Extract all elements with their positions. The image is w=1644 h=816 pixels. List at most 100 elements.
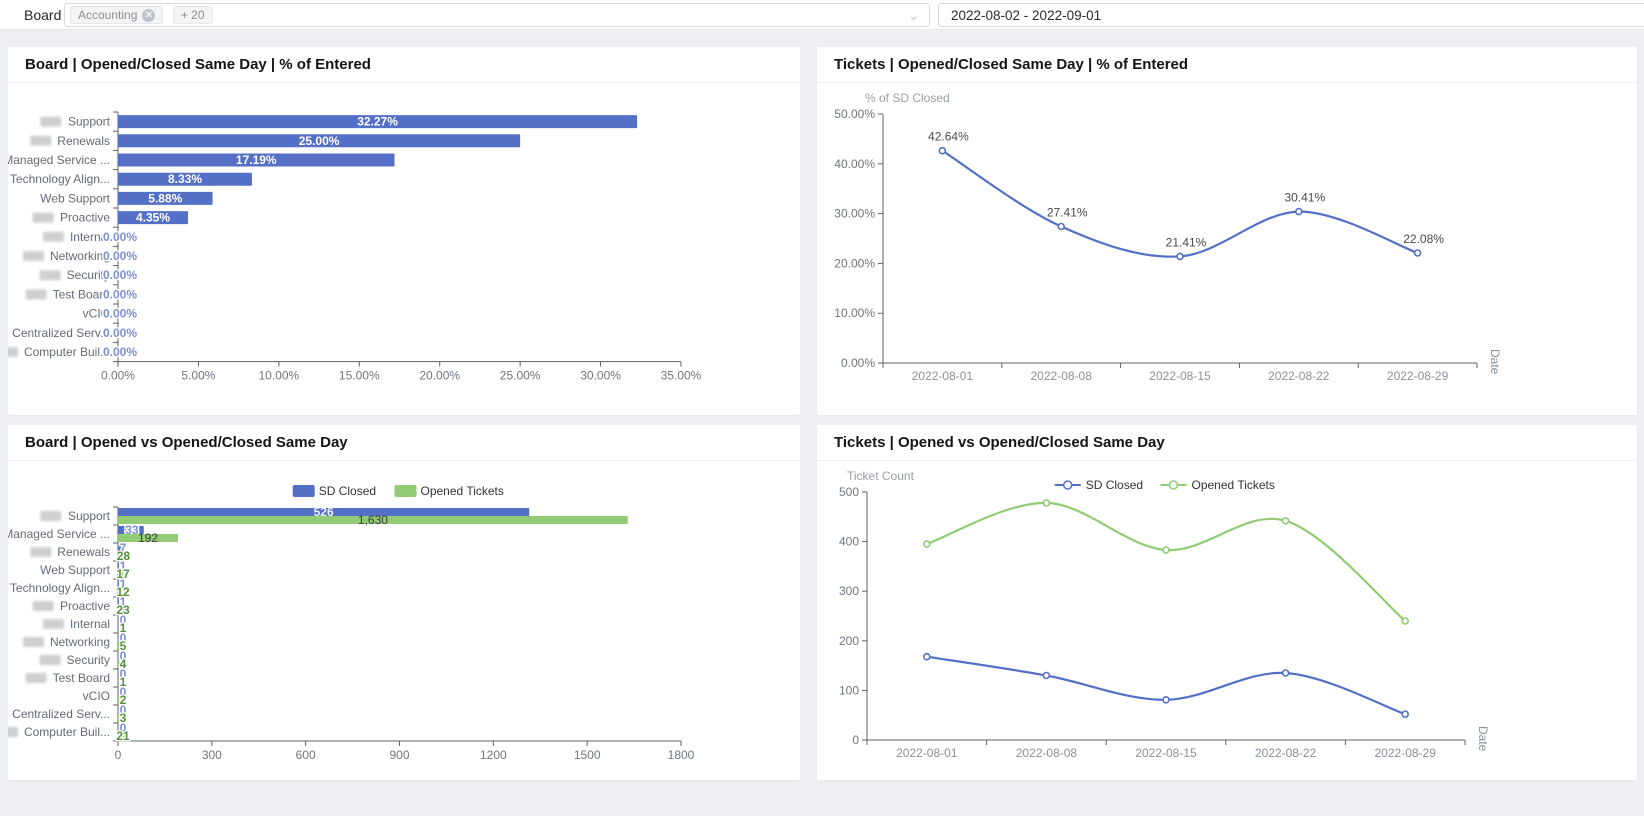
bar-value-label: 0 bbox=[120, 613, 127, 627]
legend-label: SD Closed bbox=[319, 484, 376, 498]
filter-tag-accounting[interactable]: Accounting ✕ bbox=[70, 6, 164, 24]
legend-item-sd-closed[interactable]: SD Closed bbox=[1054, 478, 1143, 492]
x-tick-label: 2022-08-22 bbox=[1268, 369, 1330, 383]
y-tick-label: 40.00% bbox=[834, 157, 875, 171]
y-tick-label: 20.00% bbox=[834, 256, 875, 270]
chart-title-board-pct: Board | Opened/Closed Same Day | % of En… bbox=[8, 47, 800, 83]
chevron-down-icon: ⌄ bbox=[908, 8, 919, 23]
category-label: Networking bbox=[50, 635, 110, 649]
data-point bbox=[1162, 696, 1170, 704]
x-tick-label: 30.00% bbox=[580, 369, 621, 383]
panel-tickets-pct: Tickets | Opened/Closed Same Day | % of … bbox=[817, 47, 1637, 415]
category-label: Computer Buil... bbox=[24, 345, 110, 359]
redacted-label-block bbox=[30, 135, 52, 146]
category-label: Managed Service ... bbox=[8, 153, 110, 167]
data-point bbox=[1176, 252, 1184, 261]
category-label: vCIO bbox=[83, 307, 110, 321]
data-point bbox=[1413, 249, 1422, 257]
redacted-label-block bbox=[40, 511, 62, 521]
bar-value-label: 1 bbox=[120, 595, 127, 609]
bar bbox=[118, 115, 638, 129]
point-label: 21.41% bbox=[1166, 235, 1207, 249]
filter-tag-more-label: + 20 bbox=[180, 8, 205, 22]
category-label: Networking bbox=[50, 249, 110, 263]
bar-sd-closed bbox=[118, 598, 119, 606]
x-tick-label: 2022-08-01 bbox=[896, 746, 958, 760]
y-tick-label: 200 bbox=[839, 634, 859, 648]
date-range-input[interactable] bbox=[938, 3, 1644, 27]
redacted-label-block bbox=[42, 231, 64, 242]
x-tick-label: 2022-08-15 bbox=[1135, 746, 1197, 760]
bar-opened-tickets bbox=[118, 696, 119, 704]
bar-value-label: 2 bbox=[120, 693, 127, 707]
x-tick-label: 2022-08-01 bbox=[912, 369, 974, 383]
bar-sd-closed bbox=[118, 508, 530, 516]
point-label: 22.08% bbox=[1403, 232, 1444, 246]
bar-value-label: 1 bbox=[120, 559, 127, 573]
redacted-label-block bbox=[25, 673, 47, 683]
bar-value-label: 21 bbox=[116, 729, 130, 743]
bar-value-label: 1 bbox=[120, 675, 127, 689]
filter-tag-more[interactable]: + 20 bbox=[172, 6, 213, 24]
close-circle-icon[interactable]: ✕ bbox=[142, 8, 156, 22]
bar-value-label: 0.00% bbox=[103, 287, 137, 301]
category-label: Technology Align... bbox=[10, 172, 110, 186]
legend-item-opened-tickets[interactable]: Opened Tickets bbox=[394, 484, 504, 498]
line-series-sd-closed bbox=[926, 655, 1406, 716]
x-tick-label: 5.00% bbox=[181, 369, 215, 383]
legend-label: Opened Tickets bbox=[421, 484, 504, 498]
bar-value-label: 3 bbox=[120, 711, 127, 725]
y-tick-label: 30.00% bbox=[834, 207, 875, 221]
x-tick-label: 1500 bbox=[574, 748, 601, 762]
redacted-label-block bbox=[25, 289, 47, 300]
bar-value-label: 0.00% bbox=[103, 326, 137, 340]
bar-value-label: 5 bbox=[120, 639, 127, 653]
bar bbox=[118, 191, 213, 205]
bar-value-label: 1 bbox=[120, 577, 127, 591]
redacted-label-block bbox=[8, 347, 18, 357]
y-tick-label: 0 bbox=[852, 733, 859, 747]
category-label: Renewals bbox=[57, 134, 110, 148]
redacted-label-block bbox=[22, 251, 44, 261]
legend-swatch bbox=[292, 485, 315, 497]
bar bbox=[118, 134, 521, 148]
board-pct-bar-chart: 0.00% 5.00% 10.00% 15.00% 20.00% 25.00% 30.00%… bbox=[8, 111, 702, 383]
x-tick-label: 1200 bbox=[480, 748, 507, 762]
bar-value-label: 0.00% bbox=[103, 345, 137, 359]
board-filter-select[interactable]: Accounting ✕ + 20 ⌄ bbox=[64, 3, 930, 27]
bar-sd-closed bbox=[118, 562, 119, 570]
redacted-label-block bbox=[39, 655, 61, 665]
bar-value-label: 17.19% bbox=[236, 153, 277, 167]
line-series-opened-tickets bbox=[926, 501, 1406, 622]
x-axis-name: Date bbox=[1476, 726, 1490, 752]
bar-opened-tickets bbox=[118, 534, 179, 542]
x-axis-name: Date bbox=[1488, 349, 1502, 375]
x-tick-label: 600 bbox=[296, 748, 316, 762]
redacted-label-block bbox=[42, 619, 64, 629]
bar-value-label: 28 bbox=[117, 549, 131, 563]
redacted-label-block bbox=[32, 601, 54, 611]
legend-item-opened-tickets[interactable]: Opened Tickets bbox=[1160, 478, 1275, 492]
data-point bbox=[923, 540, 931, 548]
x-tick-label: 300 bbox=[202, 748, 222, 762]
bar-value-label: 0 bbox=[120, 631, 127, 645]
panel-board-pct: Board | Opened/Closed Same Day | % of En… bbox=[8, 47, 800, 415]
y-tick-label: 0.00% bbox=[841, 356, 875, 370]
redacted-label-block bbox=[39, 270, 61, 281]
bar-value-label: 0 bbox=[120, 685, 127, 699]
data-point bbox=[1057, 222, 1065, 231]
panel-board-counts: Board | Opened vs Opened/Closed Same Day… bbox=[8, 425, 800, 780]
category-label: Security bbox=[67, 268, 110, 282]
bar-value-label: 7 bbox=[120, 541, 127, 555]
bar-value-label: 0 bbox=[120, 703, 127, 717]
redacted-label-block bbox=[40, 116, 62, 127]
bar-value-label: 0.00% bbox=[103, 249, 137, 263]
bar-opened-tickets bbox=[118, 588, 122, 596]
x-tick-label: 1800 bbox=[668, 748, 695, 762]
category-label: Security bbox=[67, 653, 110, 667]
data-point bbox=[1162, 546, 1170, 554]
category-label: vCIO bbox=[83, 689, 110, 703]
legend-item-sd-closed[interactable]: SD Closed bbox=[292, 484, 376, 498]
bar-sd-closed bbox=[118, 580, 119, 588]
category-label: Computer Buil... bbox=[24, 725, 110, 739]
